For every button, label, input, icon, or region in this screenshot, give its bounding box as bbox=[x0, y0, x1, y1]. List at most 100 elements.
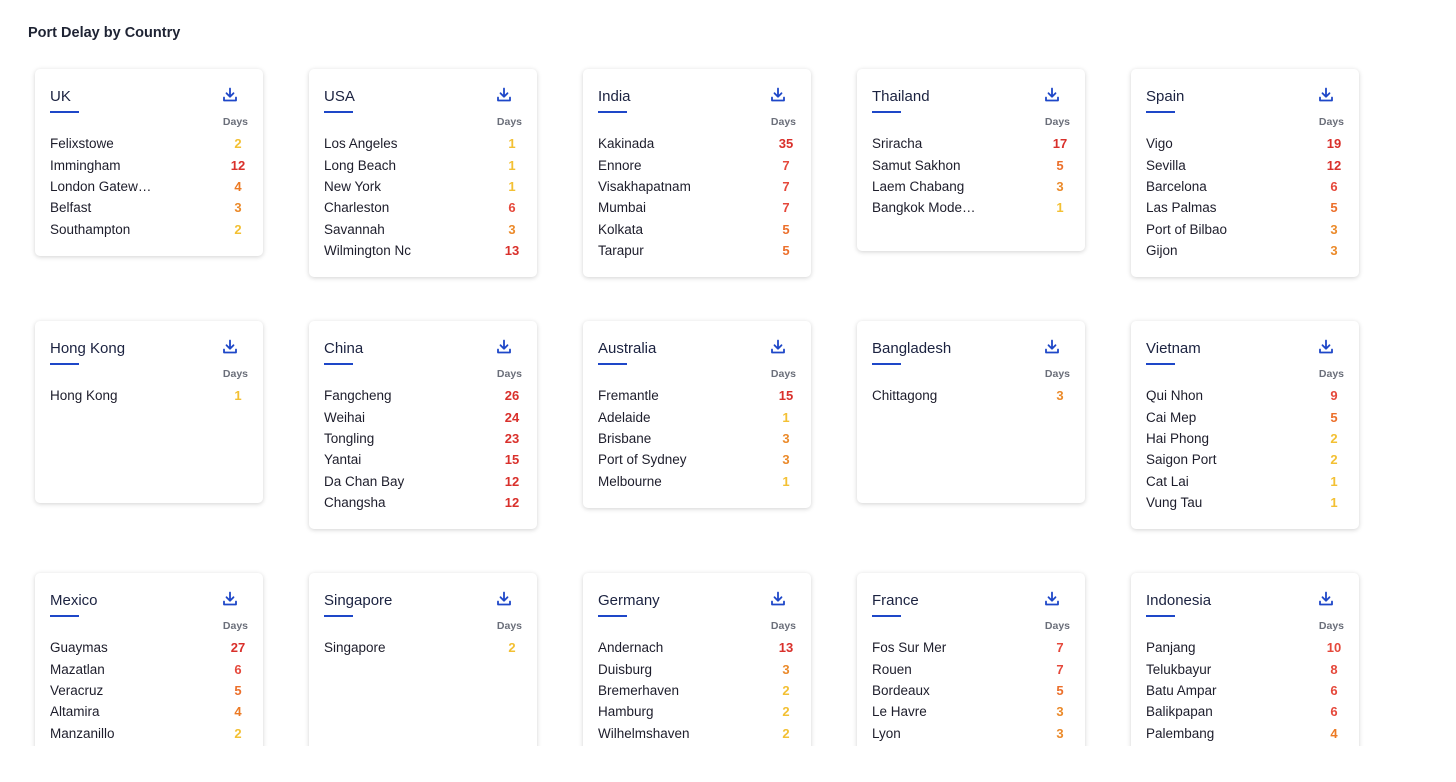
port-delay-days: 3 bbox=[1056, 178, 1064, 194]
download-icon[interactable] bbox=[1043, 590, 1061, 608]
port-row: Changsha 12 bbox=[324, 492, 522, 513]
port-delay-days: 2 bbox=[782, 725, 790, 741]
download-icon[interactable] bbox=[495, 338, 513, 356]
port-row: Cai Mep 5 bbox=[1146, 406, 1344, 427]
download-icon[interactable] bbox=[221, 338, 239, 356]
port-delay-days: 2 bbox=[234, 221, 242, 237]
port-name: Guaymas bbox=[50, 640, 108, 656]
download-icon[interactable] bbox=[221, 590, 239, 608]
download-icon[interactable] bbox=[1317, 590, 1335, 608]
port-list: Sriracha 17 Samut Sakhon 5 Laem Chabang 3 Bang… bbox=[872, 133, 1070, 219]
port-delay-days: 1 bbox=[782, 473, 790, 489]
port-delay-days: 23 bbox=[504, 430, 520, 446]
port-name: Fangcheng bbox=[324, 388, 392, 404]
port-name: Melbourne bbox=[598, 473, 662, 489]
days-column-header: Days bbox=[222, 368, 248, 380]
country-card-china: China Days Fangcheng 26 Weihai 24 Tongling 23 Ya… bbox=[309, 321, 537, 530]
card-title: Australia bbox=[598, 340, 657, 357]
port-row: Sevilla 12 bbox=[1146, 154, 1344, 175]
port-row: Veracruz 5 bbox=[50, 680, 248, 701]
download-icon[interactable] bbox=[1043, 338, 1061, 356]
port-name: Felixstowe bbox=[50, 136, 114, 152]
port-list: Fos Sur Mer 7 Rouen 7 Bordeaux 5 Le Havre 3 Lyon… bbox=[872, 637, 1070, 744]
days-column-header: Days bbox=[1044, 116, 1070, 128]
port-delay-days: 3 bbox=[1056, 725, 1064, 741]
port-name: Bordeaux bbox=[872, 682, 930, 698]
port-delay-days: 24 bbox=[504, 409, 520, 425]
country-card-hong-kong: Hong Kong Days Hong Kong 1 bbox=[35, 321, 263, 503]
download-icon[interactable] bbox=[495, 590, 513, 608]
download-icon[interactable] bbox=[1317, 338, 1335, 356]
days-column-header: Days bbox=[496, 620, 522, 632]
country-card-uk: UK Days Felixstowe 2 Immingham 12 London Gatew… bbox=[35, 69, 263, 256]
port-name: Cat Lai bbox=[1146, 473, 1189, 489]
port-row: Immingham 12 bbox=[50, 154, 248, 175]
port-name: Kolkata bbox=[598, 221, 644, 237]
port-row: Rouen 7 bbox=[872, 658, 1070, 679]
port-delay-days: 12 bbox=[504, 495, 520, 511]
download-icon[interactable] bbox=[1043, 86, 1061, 104]
port-name: Lyon bbox=[872, 725, 901, 741]
port-delay-days: 2 bbox=[234, 136, 242, 152]
port-name: Las Palmas bbox=[1146, 200, 1217, 216]
port-delay-days: 1 bbox=[508, 157, 516, 173]
port-name: Tarapur bbox=[598, 243, 644, 259]
title-underline bbox=[324, 111, 353, 113]
country-card-germany: Germany Days Andernach 13 Duisburg 3 Bremerhav… bbox=[583, 573, 811, 746]
port-row: Vung Tau 1 bbox=[1146, 492, 1344, 513]
page-title: Port Delay by Country bbox=[28, 25, 181, 41]
card-title: Hong Kong bbox=[50, 340, 126, 357]
port-row: Vigo 19 bbox=[1146, 133, 1344, 154]
port-row: Qui Nhon 9 bbox=[1146, 385, 1344, 406]
days-column-header: Days bbox=[770, 368, 796, 380]
country-card-bangladesh: Bangladesh Days Chittagong 3 bbox=[857, 321, 1085, 503]
port-delay-days: 2 bbox=[234, 725, 242, 741]
port-delay-days: 15 bbox=[778, 388, 794, 404]
port-name: London Gatew… bbox=[50, 178, 152, 194]
port-name: Belfast bbox=[50, 200, 92, 216]
port-name: Southampton bbox=[50, 221, 131, 237]
port-list: Chittagong 3 bbox=[872, 385, 1070, 406]
port-name: Brisbane bbox=[598, 430, 652, 446]
port-name: Vigo bbox=[1146, 136, 1173, 152]
port-row: Savannah 3 bbox=[324, 219, 522, 240]
port-delay-days: 6 bbox=[234, 661, 242, 677]
port-name: Fos Sur Mer bbox=[872, 640, 947, 656]
port-delay-days: 12 bbox=[504, 473, 520, 489]
download-icon[interactable] bbox=[769, 86, 787, 104]
port-row: Fos Sur Mer 7 bbox=[872, 637, 1070, 658]
port-row: Tarapur 5 bbox=[598, 240, 796, 261]
title-underline bbox=[50, 615, 79, 617]
port-row: Palembang 4 bbox=[1146, 723, 1344, 744]
port-name: Long Beach bbox=[324, 157, 397, 173]
port-delay-days: 12 bbox=[1326, 157, 1342, 173]
port-delay-days: 5 bbox=[782, 221, 790, 237]
port-row: Los Angeles 1 bbox=[324, 133, 522, 154]
port-name: Singapore bbox=[324, 640, 386, 656]
port-row: Le Havre 3 bbox=[872, 701, 1070, 722]
title-underline bbox=[598, 111, 627, 113]
port-row: Laem Chabang 3 bbox=[872, 176, 1070, 197]
port-delay-days: 9 bbox=[1330, 388, 1338, 404]
port-delay-days: 6 bbox=[1330, 704, 1338, 720]
download-icon[interactable] bbox=[1317, 86, 1335, 104]
port-row: Belfast 3 bbox=[50, 197, 248, 218]
port-delay-days: 26 bbox=[504, 388, 520, 404]
download-icon[interactable] bbox=[769, 338, 787, 356]
port-delay-days: 4 bbox=[1330, 725, 1338, 741]
port-row: Samut Sakhon 5 bbox=[872, 154, 1070, 175]
port-delay-days: 12 bbox=[230, 157, 246, 173]
port-delay-days: 7 bbox=[782, 178, 790, 194]
port-name: Visakhapatnam bbox=[598, 178, 691, 194]
port-list: Hong Kong 1 bbox=[50, 385, 248, 406]
port-list: Qui Nhon 9 Cai Mep 5 Hai Phong 2 Saigon Port 2 C… bbox=[1146, 385, 1344, 513]
port-name: Savannah bbox=[324, 221, 385, 237]
download-icon[interactable] bbox=[769, 590, 787, 608]
port-row: Mumbai 7 bbox=[598, 197, 796, 218]
download-icon[interactable] bbox=[495, 86, 513, 104]
download-icon[interactable] bbox=[221, 86, 239, 104]
port-row: Yantai 15 bbox=[324, 449, 522, 470]
port-row: Cat Lai 1 bbox=[1146, 471, 1344, 492]
port-row: Visakhapatnam 7 bbox=[598, 176, 796, 197]
port-row: Batu Ampar 6 bbox=[1146, 680, 1344, 701]
